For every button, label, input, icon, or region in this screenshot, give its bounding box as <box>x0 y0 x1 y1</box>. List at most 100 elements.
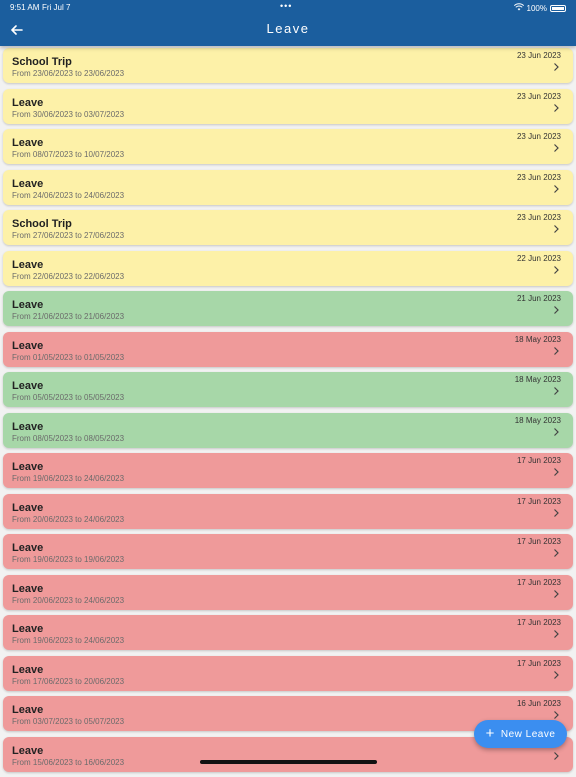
leave-date-range: From 19/06/2023 to 24/06/2023 <box>12 636 125 645</box>
leave-card[interactable]: Leave From 30/06/2023 to 03/07/2023 23 Jun… <box>3 88 573 124</box>
leave-date-range: From 30/06/2023 to 03/07/2023 <box>12 109 125 119</box>
page-title: Leave <box>266 21 310 36</box>
leave-submitted-date: 18 May 2023 <box>514 334 561 344</box>
leave-title: Leave <box>12 623 44 635</box>
chevron-right-icon <box>554 265 559 274</box>
leave-title: Leave <box>12 137 44 149</box>
back-button[interactable] <box>6 20 28 40</box>
leave-date-range: From 22/06/2023 to 22/06/2023 <box>12 271 125 281</box>
leave-date-range: From 19/06/2023 to 24/06/2023 <box>12 474 125 483</box>
leave-submitted-date: 16 Jun 2023 <box>516 699 561 708</box>
leave-title: Leave <box>12 380 44 392</box>
leave-card[interactable]: Leave From 19/06/2023 to 19/06/2023 17 Jun… <box>3 534 573 569</box>
leave-submitted-date: 23 Jun 2023 <box>516 91 561 101</box>
leave-date-range: From 19/06/2023 to 19/06/2023 <box>12 555 125 564</box>
leave-submitted-date: 17 Jun 2023 <box>516 577 561 587</box>
new-leave-button[interactable]: + New Leave <box>474 720 567 748</box>
leave-submitted-date: 17 Jun 2023 <box>516 618 561 627</box>
leave-date-range: From 05/05/2023 to 05/05/2023 <box>12 393 125 402</box>
status-bar: 9:51 AM Fri Jul 7 ••• 100% <box>0 0 576 14</box>
chevron-right-icon <box>554 589 559 598</box>
home-indicator[interactable] <box>200 760 377 764</box>
chevron-right-icon <box>554 751 559 760</box>
chevron-right-icon <box>554 63 559 71</box>
chevron-right-icon <box>554 225 559 233</box>
chevron-right-icon <box>554 387 559 395</box>
leave-title: Leave <box>12 177 44 190</box>
leave-date-range: From 01/05/2023 to 01/05/2023 <box>12 352 125 362</box>
leave-submitted-date: 17 Jun 2023 <box>516 658 561 668</box>
leave-card[interactable]: Leave From 20/06/2023 to 24/06/2023 17 Jun… <box>3 574 573 610</box>
leave-card[interactable]: Leave From 21/06/2023 to 21/06/2023 21 Jun… <box>3 291 573 326</box>
status-time: 9:51 AM <box>10 3 40 12</box>
leave-title: Leave <box>12 663 44 676</box>
app-header: 9:51 AM Fri Jul 7 ••• 100% Leave <box>0 0 576 46</box>
leave-title: Leave <box>12 501 44 514</box>
new-leave-label: New Leave <box>500 728 556 740</box>
leave-card[interactable]: Leave From 22/06/2023 to 22/06/2023 22 Jun… <box>3 250 573 286</box>
leave-title: Leave <box>12 299 44 311</box>
leave-title: Leave <box>12 461 44 473</box>
wifi-icon <box>513 3 524 13</box>
leave-submitted-date: 23 Jun 2023 <box>516 172 561 182</box>
chevron-right-icon <box>554 711 559 719</box>
leave-title: Leave <box>12 258 44 271</box>
leave-submitted-date: 17 Jun 2023 <box>516 496 561 506</box>
leave-submitted-date: 22 Jun 2023 <box>516 253 561 263</box>
leave-title: Leave <box>12 704 44 716</box>
leave-date-range: From 21/06/2023 to 21/06/2023 <box>12 312 125 321</box>
chevron-right-icon <box>554 549 559 557</box>
leave-card[interactable]: School Trip From 27/06/2023 to 27/06/2023… <box>3 210 573 245</box>
leave-submitted-date: 17 Jun 2023 <box>516 456 561 465</box>
leave-card[interactable]: Leave From 19/06/2023 to 24/06/2023 17 Jun… <box>3 615 573 650</box>
leave-submitted-date: 23 Jun 2023 <box>516 213 561 222</box>
leave-date-range: From 24/06/2023 to 24/06/2023 <box>12 190 125 200</box>
leave-title: Leave <box>12 582 44 595</box>
leave-date-range: From 15/06/2023 to 16/06/2023 <box>12 757 125 767</box>
leave-date-range: From 20/06/2023 to 24/06/2023 <box>12 514 125 524</box>
leave-card[interactable]: Leave From 15/06/2023 to 16/06/2023 <box>3 736 573 772</box>
leave-card[interactable]: School Trip From 23/06/2023 to 23/06/2023… <box>3 48 573 83</box>
status-right: 100% <box>513 3 566 13</box>
leave-date-range: From 17/06/2023 to 20/06/2023 <box>12 676 125 686</box>
battery-percent: 100% <box>526 3 547 13</box>
chevron-right-icon <box>554 184 559 193</box>
chevron-right-icon <box>554 346 559 355</box>
leave-date-range: From 23/06/2023 to 23/06/2023 <box>12 69 125 78</box>
leave-submitted-date: 17 Jun 2023 <box>516 537 561 546</box>
leave-card[interactable]: Leave From 05/05/2023 to 05/05/2023 18 May… <box>3 372 573 407</box>
chevron-right-icon <box>554 103 559 112</box>
leave-submitted-date: 23 Jun 2023 <box>516 132 561 141</box>
leave-submitted-date: 18 May 2023 <box>514 375 561 384</box>
chevron-right-icon <box>554 306 559 314</box>
leave-title: Leave <box>12 420 44 433</box>
leave-title: Leave <box>12 542 44 554</box>
leave-date-range: From 08/05/2023 to 08/05/2023 <box>12 433 125 443</box>
chevron-right-icon <box>554 630 559 638</box>
leave-card[interactable]: Leave From 08/07/2023 to 10/07/2023 23 Jun… <box>3 129 573 164</box>
leave-title: Leave <box>12 744 44 757</box>
leave-card[interactable]: Leave From 01/05/2023 to 01/05/2023 18 May… <box>3 331 573 367</box>
leave-title: Leave <box>12 339 44 352</box>
leave-submitted-date: 18 May 2023 <box>514 415 561 425</box>
chevron-right-icon <box>554 144 559 152</box>
leave-date-range: From 03/07/2023 to 05/07/2023 <box>12 717 125 726</box>
multitask-dots[interactable]: ••• <box>280 1 293 11</box>
leave-card[interactable]: Leave From 19/06/2023 to 24/06/2023 17 Jun… <box>3 453 573 488</box>
leave-card[interactable]: Leave From 17/06/2023 to 20/06/2023 17 Jun… <box>3 655 573 691</box>
battery-icon <box>550 4 566 12</box>
chevron-right-icon <box>554 468 559 476</box>
arrow-left-icon <box>11 25 23 35</box>
leave-card[interactable]: Leave From 08/05/2023 to 08/05/2023 18 May… <box>3 412 573 448</box>
leave-date-range: From 08/07/2023 to 10/07/2023 <box>12 150 125 159</box>
leave-submitted-date: 21 Jun 2023 <box>516 294 561 303</box>
leave-date-range: From 27/06/2023 to 27/06/2023 <box>12 231 125 240</box>
status-date: Fri Jul 7 <box>42 3 71 12</box>
leave-card[interactable]: Leave From 20/06/2023 to 24/06/2023 17 Jun… <box>3 493 573 529</box>
leave-title: School Trip <box>12 218 72 230</box>
leave-title: School Trip <box>12 56 72 68</box>
leave-submitted-date: 23 Jun 2023 <box>516 51 561 60</box>
leave-card[interactable]: Leave From 24/06/2023 to 24/06/2023 23 Jun… <box>3 169 573 205</box>
leave-list: School Trip From 23/06/2023 to 23/06/2023… <box>3 48 573 777</box>
chevron-right-icon <box>554 670 559 679</box>
